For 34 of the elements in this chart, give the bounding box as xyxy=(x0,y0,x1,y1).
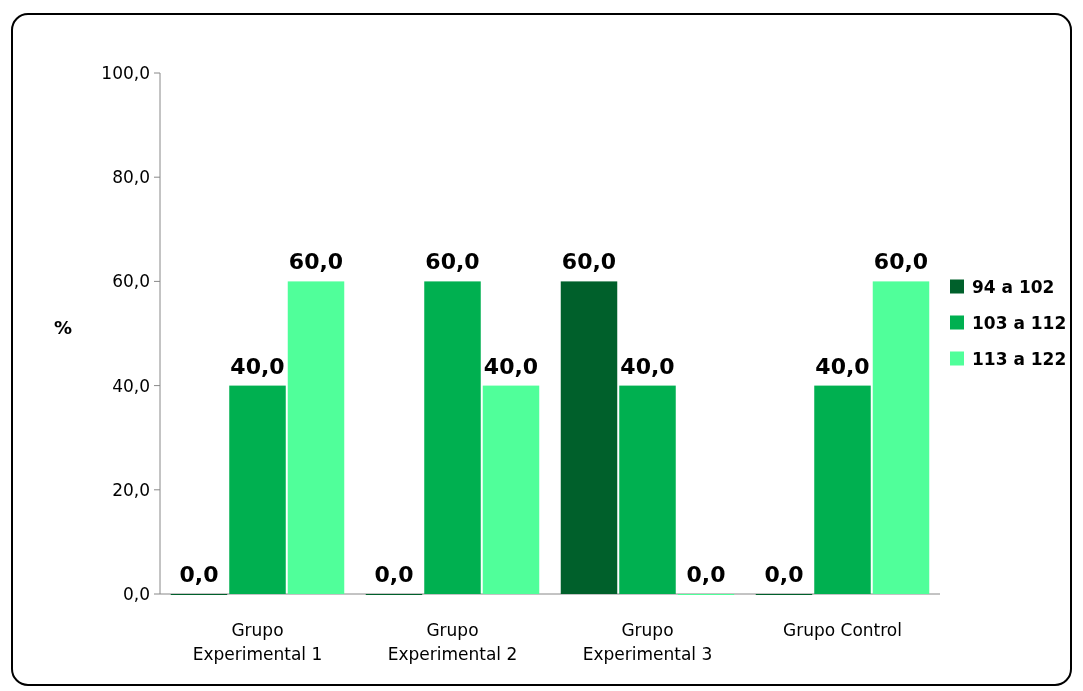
y-axis-title: % xyxy=(53,316,73,338)
bar xyxy=(560,281,618,594)
legend-label: 113 a 122 xyxy=(972,349,1067,370)
bar xyxy=(229,385,286,594)
data-label: 0,0 xyxy=(686,562,726,587)
y-tick-label: 80,0 xyxy=(112,167,150,188)
x-tick-label: Grupo Experimental 2 xyxy=(387,620,518,664)
data-label: 40,0 xyxy=(483,353,539,379)
data-label: 40,0 xyxy=(815,353,870,379)
y-tick-label: 60,0 xyxy=(112,271,150,292)
legend-label: 94 a 102 xyxy=(972,277,1055,298)
data-label: 0,0 xyxy=(179,562,219,587)
bar xyxy=(424,281,481,594)
bar xyxy=(482,385,540,594)
data-label: 0,0 xyxy=(764,562,804,587)
data-label: 0,0 xyxy=(374,562,414,587)
bar xyxy=(619,385,676,594)
bar xyxy=(287,281,345,594)
y-tick-label: 0,0 xyxy=(122,583,150,604)
bar xyxy=(872,281,930,594)
y-tick-label: 100,0 xyxy=(101,62,150,83)
x-tick-label: Grupo Control xyxy=(783,620,902,640)
bar xyxy=(814,385,871,594)
data-label: 40,0 xyxy=(230,353,285,379)
y-tick-label: 40,0 xyxy=(112,375,150,396)
data-label: 60,0 xyxy=(561,249,617,275)
legend-label: 103 a 112 xyxy=(972,313,1067,334)
data-label: 60,0 xyxy=(873,249,929,275)
x-tick-label: Grupo Experimental 1 xyxy=(192,620,323,664)
data-label: 40,0 xyxy=(620,353,675,379)
data-label: 60,0 xyxy=(288,249,344,275)
data-label: 60,0 xyxy=(425,249,480,275)
x-tick-label: Grupo Experimental 3 xyxy=(582,620,713,664)
y-tick-label: 20,0 xyxy=(112,479,150,500)
